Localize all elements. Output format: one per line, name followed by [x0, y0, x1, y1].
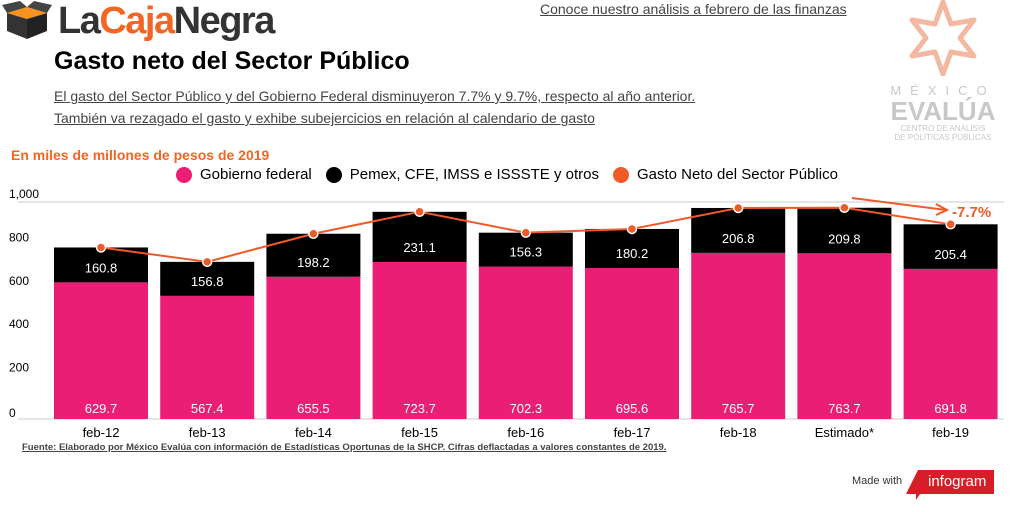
infogram-badge[interactable]: infogram: [906, 470, 994, 500]
data-label-gobierno: 723.7: [403, 401, 436, 416]
chart: 0 200 400 600 800 1,000 629.7 160.8 feb-12 567.4 1…: [9, 187, 1004, 440]
data-label-gobierno: 702.3: [510, 401, 543, 416]
data-label-gobierno: 763.7: [828, 401, 861, 416]
data-label-gobierno: 691.8: [934, 401, 967, 416]
x-tick-label: feb-17: [614, 425, 651, 440]
legend-item-gobierno[interactable]: Gobierno federal: [176, 166, 312, 183]
data-label-pemex: 156.8: [191, 274, 224, 289]
data-label-gobierno: 655.5: [297, 401, 330, 416]
page-title: Gasto neto del Sector Público: [54, 47, 410, 75]
bar-pemex-otros: [691, 207, 786, 253]
x-tick-label: Estimado*: [815, 425, 874, 440]
infogram-flag-icon: [906, 470, 994, 500]
bar-gobierno-federal: [585, 268, 679, 419]
legend-dot-icon: [613, 166, 629, 183]
subtitle-2[interactable]: También va rezagado el gasto y exhibe su…: [54, 110, 595, 126]
x-tick-label: feb-19: [932, 425, 969, 440]
line-point: [945, 219, 956, 230]
line-point: [201, 256, 213, 268]
x-tick-label: feb-14: [295, 425, 332, 440]
line-point: [308, 228, 319, 239]
bar-gobierno-federal: [266, 276, 361, 419]
annotation-label: -7.7%: [952, 204, 991, 221]
bar-gobierno-federal: [160, 295, 255, 419]
legend-item-pemex[interactable]: Pemex, CFE, IMSS e ISSSTE y otros: [325, 166, 599, 183]
subtitle-1[interactable]: El gasto del Sector Público y del Gobier…: [54, 88, 696, 104]
mexico-evalua-logo: MÉXICO EVALÚA CENTRO DE ANÁLISIS DE POLÍ…: [888, 0, 998, 142]
line-point: [414, 206, 425, 218]
analysis-link[interactable]: Conoce nuestro análisis a febrero de las…: [540, 1, 847, 17]
data-label-pemex: 209.8: [828, 231, 861, 246]
line-point: [95, 242, 107, 253]
data-label-pemex: 180.2: [616, 246, 649, 261]
legend-dot-icon: [176, 166, 192, 183]
legend-item-gasto-neto[interactable]: Gasto Neto del Sector Público: [613, 166, 838, 183]
bar-gobierno-federal: [372, 261, 467, 419]
made-with-label: Made with: [852, 475, 903, 487]
x-tick-label: feb-13: [189, 425, 226, 440]
bar-gobierno-federal: [797, 253, 892, 419]
star-icon: [909, 0, 977, 77]
logo-text: LaCajaNegra: [58, 0, 275, 42]
x-tick-label: feb-18: [720, 425, 757, 440]
lacajanegra-logo[interactable]: LaCajaNegra: [2, 0, 275, 42]
box-icon: [2, 1, 52, 39]
data-label-gobierno: 695.6: [616, 401, 649, 416]
x-tick-label: feb-15: [401, 425, 438, 440]
data-label-pemex: 206.8: [722, 231, 755, 246]
bar-gobierno-federal: [54, 282, 148, 419]
unit-label: En miles de millones de pesos de 2019: [11, 147, 270, 163]
bar-pemex-otros: [797, 207, 892, 254]
bar-gobierno-federal: [478, 266, 573, 419]
line-point: [626, 223, 638, 235]
y-tick-label: 1,000: [9, 187, 39, 201]
bar-pemex-otros: [903, 224, 998, 269]
data-label-pemex: 231.1: [403, 240, 436, 255]
y-tick-label: 0: [9, 406, 16, 420]
bar-pemex-otros: [54, 247, 148, 283]
annotation-arrow: [851, 197, 947, 211]
y-tick-label: 600: [9, 274, 29, 288]
y-tick-label: 800: [9, 230, 29, 244]
legend: Gobierno federal Pemex, CFE, IMSS e ISSS…: [176, 166, 838, 183]
line-point: [732, 202, 744, 214]
y-tick-label: 200: [9, 361, 29, 375]
data-label-pemex: 198.2: [297, 255, 330, 270]
data-label-pemex: 160.8: [85, 260, 118, 275]
line-point: [520, 227, 532, 238]
bar-pemex-otros: [160, 261, 255, 296]
bar-gobierno-federal: [903, 268, 998, 419]
arrowhead-icon: [935, 203, 950, 216]
bar-pemex-otros: [372, 211, 467, 262]
source-note: Fuente: Elaborado por México Evalúa con …: [22, 442, 667, 453]
legend-dot-icon: [325, 166, 342, 183]
x-tick-label: feb-12: [83, 425, 120, 440]
bar-pemex-otros: [266, 233, 361, 277]
data-label-pemex: 205.4: [934, 247, 967, 262]
data-label-pemex: 156.3: [510, 245, 543, 260]
bar-pemex-otros: [478, 232, 573, 267]
x-tick-label: feb-16: [507, 425, 544, 440]
line-point: [839, 202, 850, 214]
bar-pemex-otros: [585, 228, 679, 269]
bar-gobierno-federal: [691, 252, 786, 419]
data-label-gobierno: 765.7: [722, 401, 755, 416]
data-label-gobierno: 629.7: [85, 401, 118, 416]
y-tick-label: 400: [9, 317, 29, 331]
data-label-gobierno: 567.4: [191, 401, 224, 416]
